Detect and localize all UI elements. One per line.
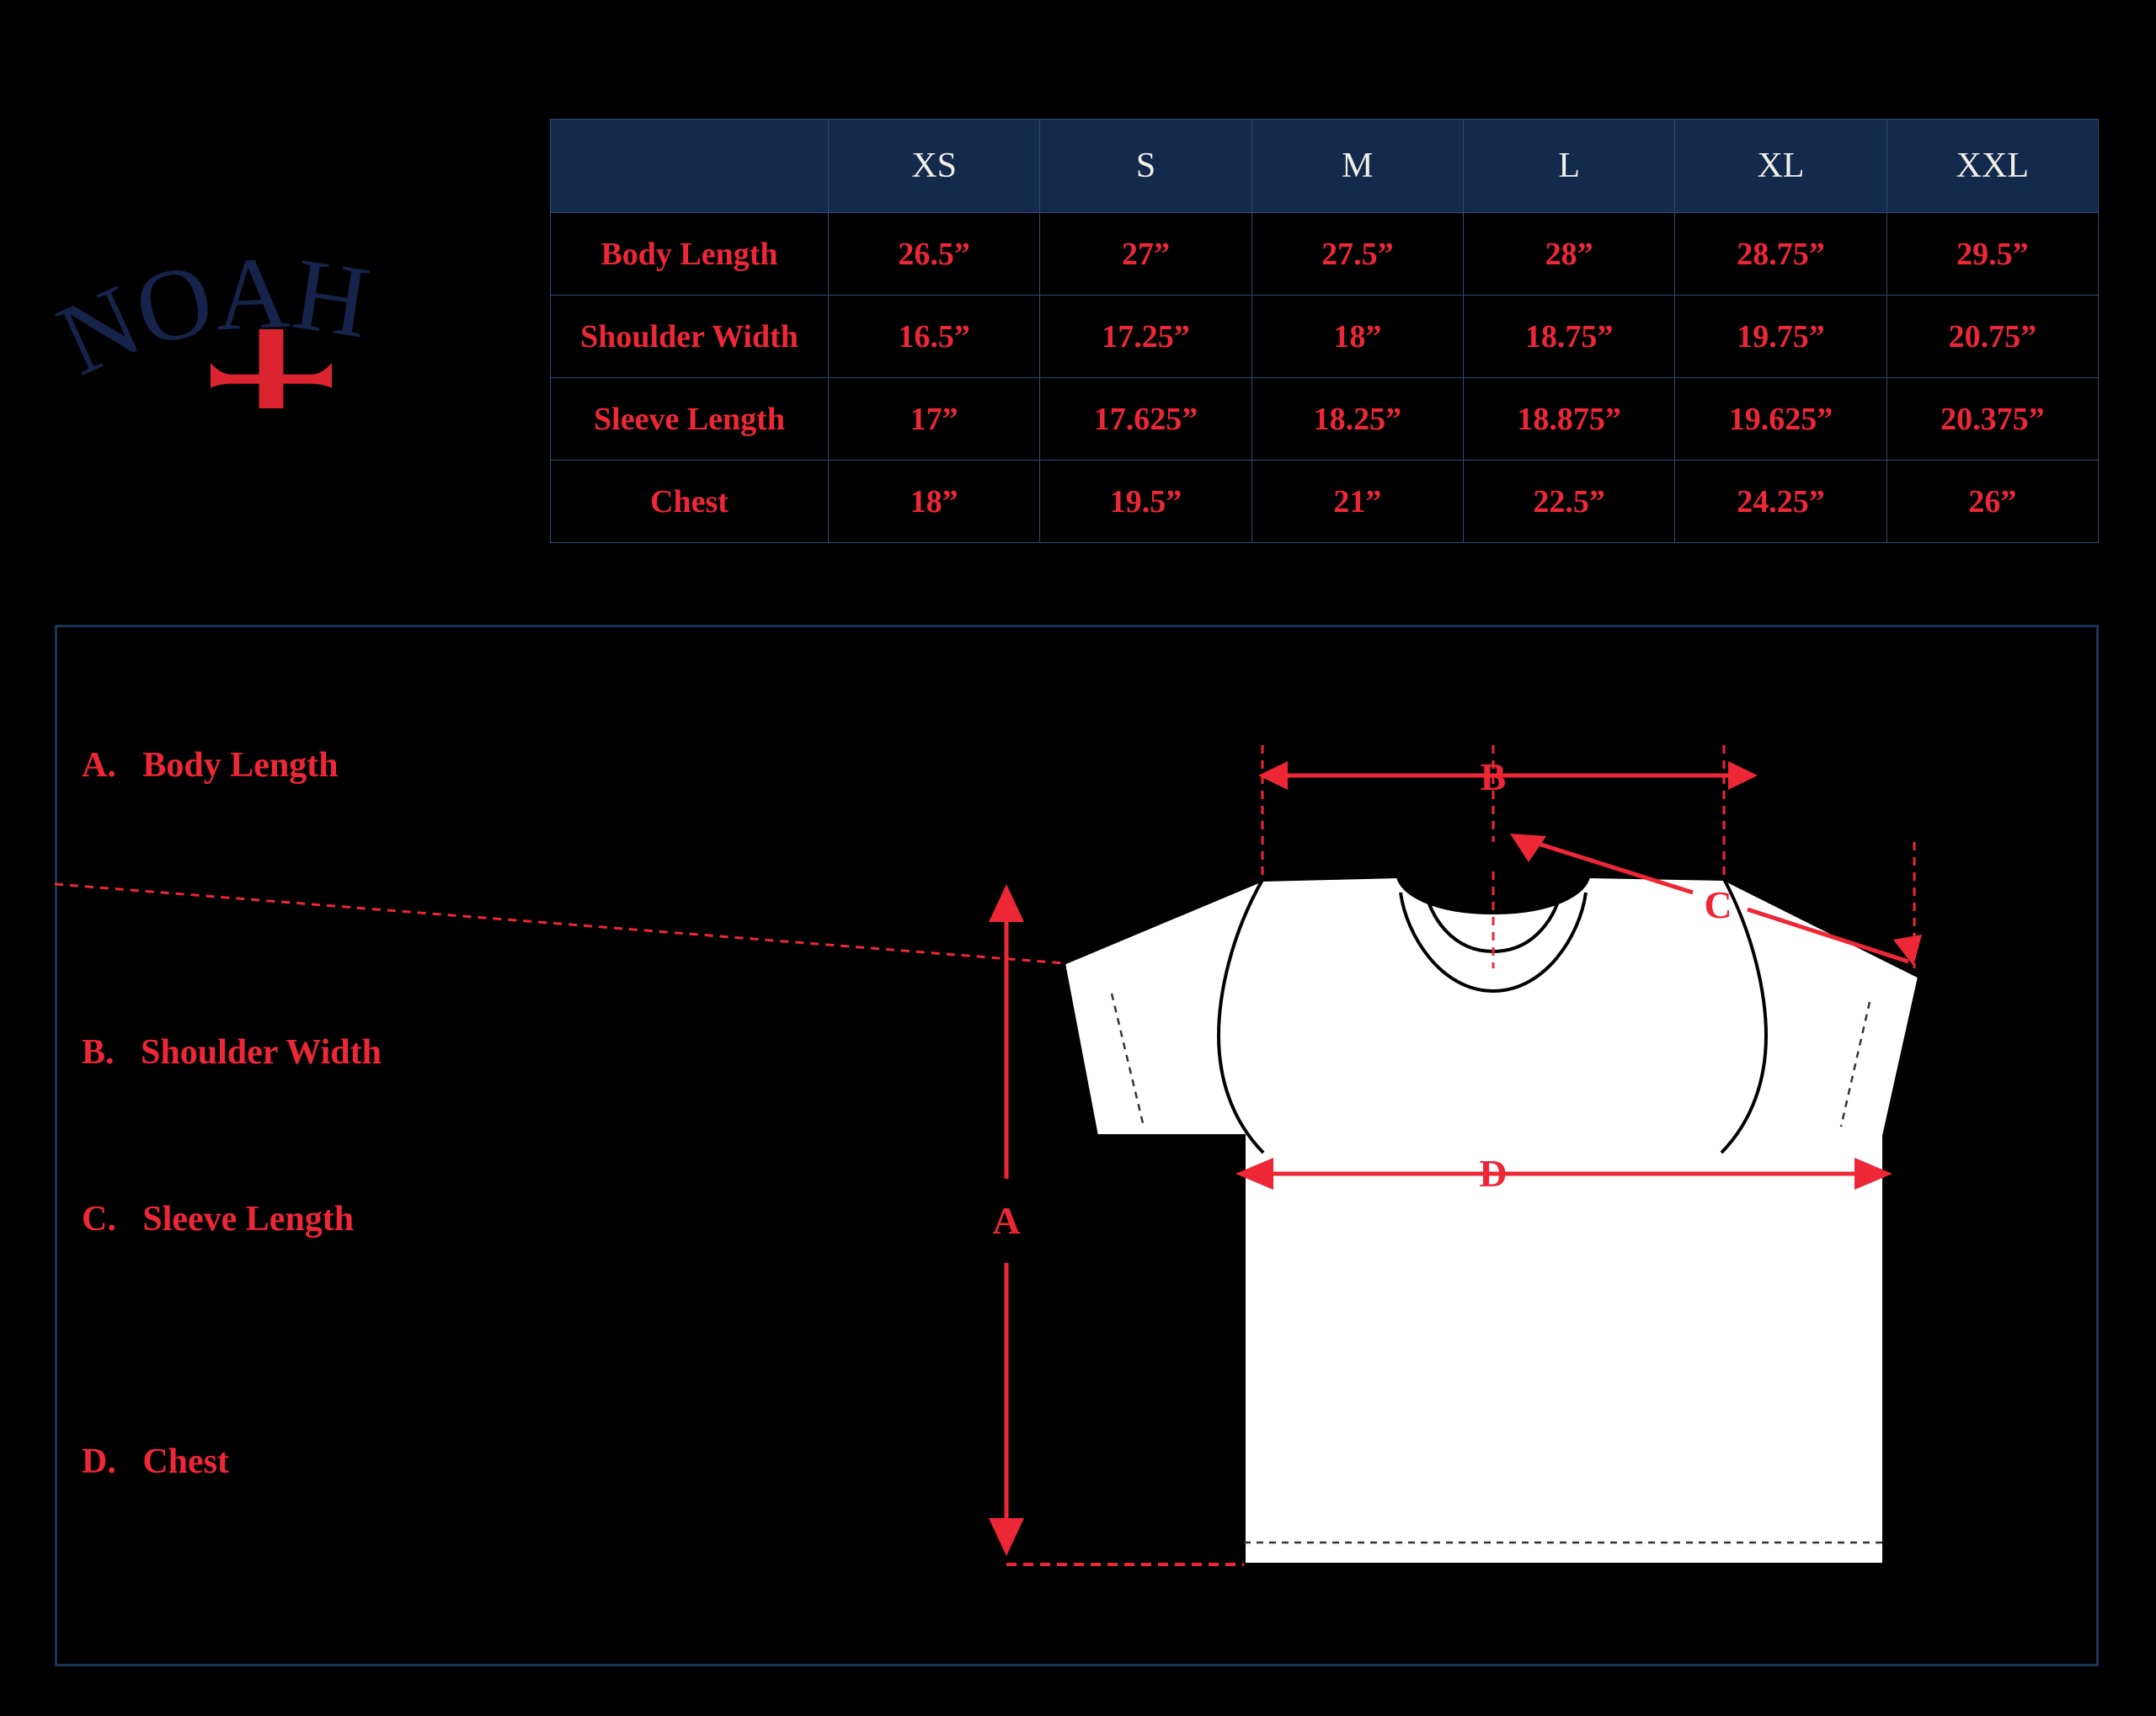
svg-text:A: A [992, 1199, 1020, 1242]
svg-text:D: D [1479, 1152, 1507, 1195]
svg-text:B: B [1481, 755, 1507, 798]
svg-text:C: C [1704, 883, 1732, 926]
